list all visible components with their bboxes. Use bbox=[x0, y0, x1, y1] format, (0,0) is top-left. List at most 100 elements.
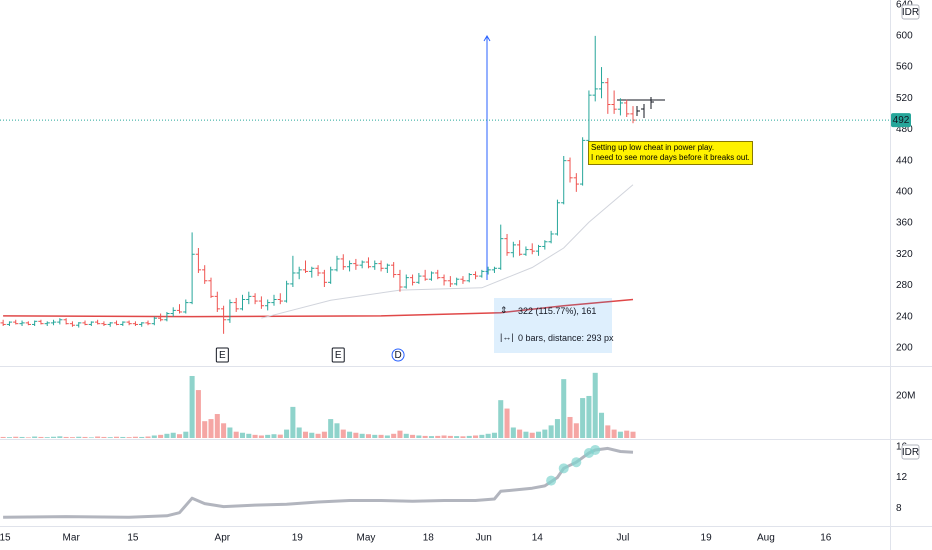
y-tick-label: 440 bbox=[896, 155, 913, 166]
volume-bar bbox=[617, 431, 623, 438]
volume-bar bbox=[422, 435, 428, 438]
volume-bar bbox=[252, 434, 258, 438]
volume-bar bbox=[454, 436, 460, 438]
volume-bar bbox=[290, 406, 296, 438]
volume-bar bbox=[32, 436, 38, 438]
volume-bar bbox=[158, 434, 164, 438]
measure-box: ⇕ 322 (115.77%), 161 |↔| 0 bars, distanc… bbox=[494, 298, 614, 353]
volume-bar bbox=[372, 434, 378, 438]
volume-bar bbox=[624, 430, 630, 438]
volume-bar bbox=[447, 435, 453, 438]
x-tick-label: May bbox=[356, 533, 375, 544]
volume-bar bbox=[498, 400, 504, 438]
volume-bar bbox=[548, 425, 554, 438]
y-tick-label: 400 bbox=[896, 186, 913, 197]
y-tick-label: 360 bbox=[896, 218, 913, 229]
drawing-bars bbox=[636, 97, 654, 118]
volume-bar bbox=[271, 434, 277, 438]
volume-bar bbox=[6, 437, 12, 438]
volume-bar bbox=[592, 372, 598, 438]
volume-bar bbox=[88, 437, 94, 438]
volume-bar bbox=[63, 436, 69, 438]
volume-bar bbox=[183, 431, 189, 438]
volume-bar bbox=[573, 423, 579, 438]
volume-bar bbox=[76, 436, 82, 438]
event-label: E bbox=[335, 350, 342, 361]
volume-bar bbox=[460, 436, 466, 438]
event-marker bbox=[215, 347, 229, 363]
volume-bar bbox=[523, 431, 529, 438]
volume-bar bbox=[428, 436, 434, 438]
volume-bar bbox=[321, 431, 327, 438]
last-price-box bbox=[891, 113, 911, 128]
volume-bar bbox=[101, 436, 107, 438]
indicator-line bbox=[3, 446, 634, 519]
x-tick-label: Jul bbox=[617, 533, 630, 544]
volume-bar bbox=[164, 433, 170, 438]
volume-bar bbox=[384, 435, 390, 438]
volume-bar bbox=[38, 436, 44, 438]
volume-bar bbox=[580, 398, 586, 438]
text-note: Setting up low cheat in power play. I ne… bbox=[588, 141, 753, 165]
indicator-marker bbox=[546, 475, 557, 486]
volume-bar bbox=[233, 431, 239, 438]
volume-bar bbox=[82, 436, 88, 438]
volume-bar bbox=[347, 431, 353, 438]
x-tick-label: Apr bbox=[215, 533, 231, 544]
volume-bar bbox=[195, 390, 201, 438]
currency-label: IDR bbox=[902, 7, 919, 18]
currency-box bbox=[901, 444, 920, 460]
volume-bar bbox=[208, 419, 214, 438]
volume-bar bbox=[403, 433, 409, 438]
note-line: Setting up low cheat in power play. bbox=[591, 143, 715, 152]
volume-bar bbox=[44, 437, 50, 438]
y-tick-label: 280 bbox=[896, 280, 913, 291]
last-price-label: 492 bbox=[893, 115, 910, 126]
volume-bar bbox=[353, 432, 359, 438]
volume-bar bbox=[145, 436, 151, 438]
volume-bar bbox=[170, 432, 176, 438]
y-tick-label: 8 bbox=[896, 503, 902, 514]
event-label: D bbox=[394, 350, 401, 361]
event-label: E bbox=[219, 350, 226, 361]
volume-bar bbox=[189, 375, 195, 438]
x-tick-label: 16 bbox=[820, 533, 832, 544]
volume-bar bbox=[107, 437, 113, 438]
x-tick-label: Aug bbox=[757, 533, 775, 544]
event-marker bbox=[391, 348, 405, 362]
volume-bar bbox=[491, 432, 497, 438]
volume-bar bbox=[391, 433, 397, 438]
volume-bar bbox=[435, 435, 441, 438]
y-tick-label: 600 bbox=[896, 31, 913, 42]
volume-bar bbox=[397, 430, 403, 438]
x-tick-label: 18 bbox=[423, 533, 435, 544]
volume-bar bbox=[359, 433, 365, 438]
y-tick-label: 20M bbox=[896, 391, 915, 402]
volume-bar bbox=[504, 408, 510, 438]
volume-bar bbox=[340, 429, 346, 438]
volume-bar bbox=[567, 416, 573, 438]
volume-bar bbox=[466, 435, 472, 438]
volume-bar bbox=[277, 434, 283, 438]
volume-bar bbox=[221, 423, 227, 438]
volume-bar bbox=[19, 436, 25, 438]
volume-bar bbox=[586, 395, 592, 438]
volume-bar bbox=[441, 435, 447, 438]
volume-bar bbox=[334, 423, 340, 438]
volume-bar bbox=[132, 436, 138, 438]
volume-bar bbox=[13, 436, 19, 438]
volume-bar bbox=[25, 437, 31, 438]
x-tick-label: 15 bbox=[127, 533, 139, 544]
volume-bar bbox=[284, 429, 290, 438]
y-tick-label: 320 bbox=[896, 249, 913, 260]
volume-bar bbox=[126, 437, 132, 438]
volume-bar bbox=[605, 425, 611, 438]
volume-bar bbox=[176, 434, 183, 438]
volume-bar bbox=[378, 434, 384, 438]
indicator-marker bbox=[558, 463, 569, 474]
volume-bar bbox=[258, 435, 264, 438]
currency-box bbox=[901, 4, 920, 20]
volume-bar bbox=[485, 433, 491, 438]
volume-bar bbox=[328, 419, 334, 438]
